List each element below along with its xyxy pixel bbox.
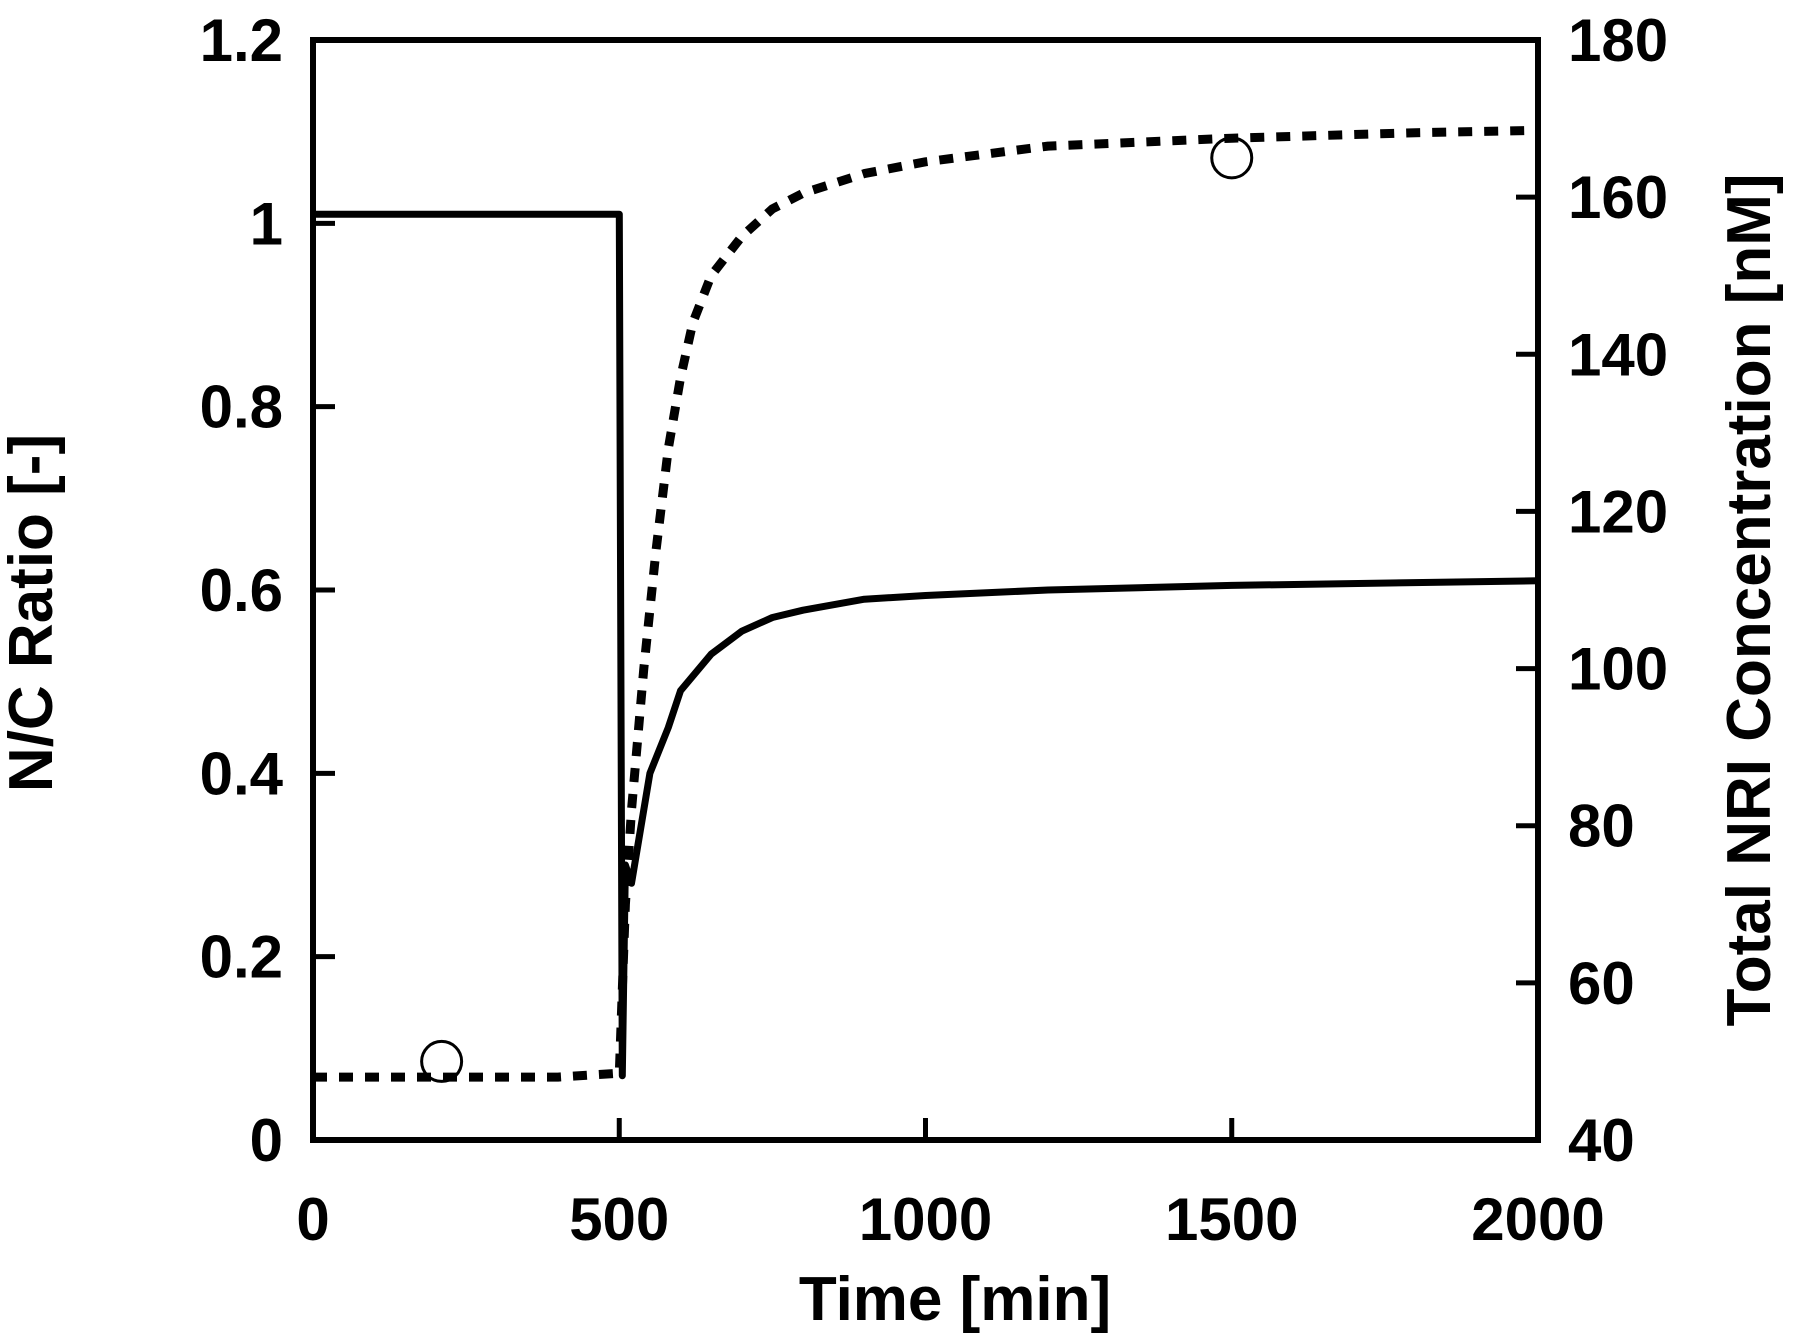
right-y-tick-label: 80 [1568,793,1635,860]
left-y-tick-label: 0.2 [200,924,283,991]
data-point-marker [1210,136,1254,180]
right-y-tick-label: 100 [1568,636,1668,703]
right-y-tick-label: 140 [1568,321,1668,388]
right-y-tick-label: 40 [1568,1107,1635,1174]
left-y-tick-label: 1 [250,190,283,257]
left-y-tick-label: 0.6 [200,557,283,624]
x-tick-label: 1500 [1165,1186,1298,1253]
left-y-tick-label: 0 [250,1107,283,1174]
left-y-tick-label: 1.2 [200,7,283,74]
left-y-axis-title: N/C Ratio [-] [0,434,66,792]
x-tick-label: 0 [296,1186,329,1253]
left-y-tick-label: 0.4 [200,740,284,807]
right-y-axis-title: Total NRI Concentration [nM] [1715,174,1784,1027]
series-line-solid [313,210,1539,1080]
x-tick-label: 2000 [1471,1186,1604,1253]
x-tick-label: 500 [569,1186,669,1253]
left-y-tick-label: 0.8 [200,374,283,441]
series-line-dashed [313,125,1539,1082]
right-y-tick-label: 180 [1568,7,1668,74]
right-y-tick-label: 60 [1568,950,1635,1017]
x-axis-title: Time [min] [799,1265,1111,1334]
plot-frame [310,37,1541,1143]
x-tick-label: 1000 [859,1186,992,1253]
right-y-tick-label: 160 [1568,164,1668,231]
data-point-marker [420,1039,464,1083]
right-y-tick-label: 120 [1568,478,1668,545]
